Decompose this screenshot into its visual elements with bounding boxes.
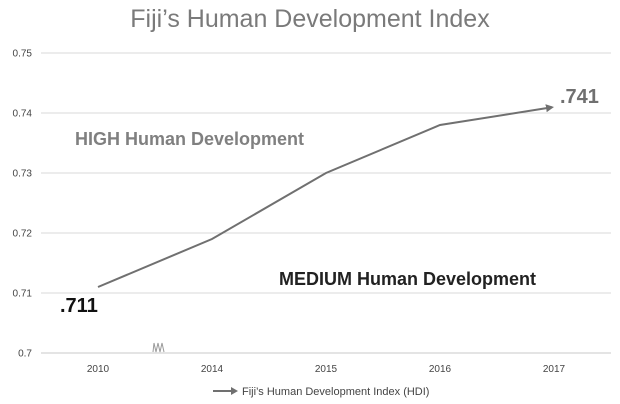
x-tick-label: 2015 bbox=[315, 364, 338, 375]
y-tick-label: 0.73 bbox=[13, 169, 33, 180]
start-value-label: .711 bbox=[60, 295, 98, 317]
y-tick-label: 0.75 bbox=[13, 49, 33, 60]
y-tick-label: 0.7 bbox=[18, 349, 32, 360]
x-tick-label: 2014 bbox=[201, 364, 224, 375]
y-tick-label: 0.71 bbox=[13, 289, 33, 300]
x-axis-ticks: 2010 2014 2015 2016 2017 bbox=[87, 364, 566, 375]
legend-arrow-icon bbox=[231, 387, 238, 395]
x-tick-label: 2016 bbox=[429, 364, 452, 375]
y-axis-ticks: 0.7 0.71 0.72 0.73 0.74 0.75 bbox=[13, 49, 33, 360]
legend-label: Fiji’s Human Development Index (HDI) bbox=[242, 386, 429, 398]
medium-development-label: MEDIUM Human Development bbox=[279, 269, 536, 289]
x-tick-label: 2010 bbox=[87, 364, 110, 375]
end-value-label: .741 bbox=[560, 86, 599, 108]
chart-title: Fiji’s Human Development Index bbox=[130, 5, 490, 33]
y-tick-label: 0.72 bbox=[13, 229, 33, 240]
legend: Fiji’s Human Development Index (HDI) bbox=[213, 386, 429, 398]
high-development-label: HIGH Human Development bbox=[75, 129, 304, 149]
x-tick-label: 2017 bbox=[543, 364, 566, 375]
y-tick-label: 0.74 bbox=[13, 109, 33, 120]
axis-break-mark bbox=[152, 342, 165, 353]
series-points bbox=[97, 106, 555, 288]
